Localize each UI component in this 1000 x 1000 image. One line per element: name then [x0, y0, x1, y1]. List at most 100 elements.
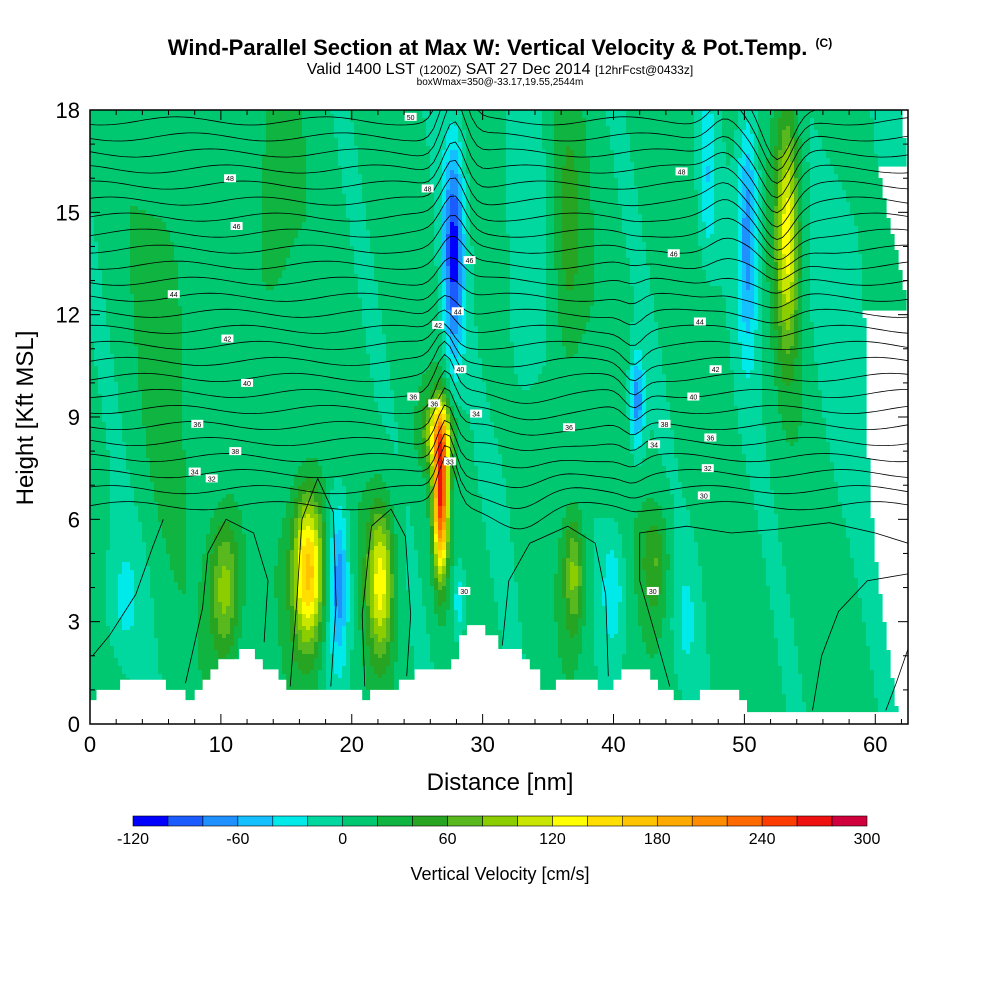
- field-cell: [754, 178, 759, 183]
- field-cell: [626, 570, 635, 575]
- field-cell: [790, 346, 799, 351]
- field-cell: [146, 430, 183, 435]
- field-cell: [394, 554, 399, 559]
- field-cell: [638, 598, 651, 603]
- field-cell: [394, 442, 399, 447]
- field-cell: [642, 426, 671, 431]
- field-cell: [642, 382, 647, 387]
- field-cell: [634, 170, 695, 175]
- field-cell: [466, 158, 507, 163]
- field-cell: [650, 282, 711, 287]
- field-cell: [466, 326, 479, 331]
- field-cell: [742, 178, 755, 183]
- field-cell: [186, 506, 219, 511]
- field-cell: [466, 194, 471, 199]
- field-cell: [594, 258, 631, 263]
- field-cell: [794, 138, 799, 143]
- field-cell: [582, 590, 587, 595]
- field-cell: [222, 522, 231, 527]
- field-cell: [862, 254, 899, 259]
- field-cell: [442, 574, 447, 579]
- field-cell: [438, 562, 443, 567]
- field-cell: [386, 582, 391, 587]
- field-cell: [294, 558, 299, 563]
- field-cell: [510, 286, 547, 291]
- field-cell: [698, 214, 703, 219]
- field-cell: [710, 282, 739, 287]
- field-cell: [850, 538, 875, 543]
- field-cell: [786, 206, 791, 211]
- field-cell: [582, 594, 587, 599]
- field-cell: [318, 574, 323, 579]
- field-cell: [90, 438, 107, 443]
- field-cell: [330, 514, 335, 519]
- field-cell: [638, 194, 699, 199]
- field-cell: [206, 534, 215, 539]
- field-cell: [714, 190, 739, 195]
- field-cell: [770, 342, 779, 347]
- field-cell: [454, 506, 483, 511]
- field-cell: [858, 250, 899, 255]
- field-cell: [450, 326, 459, 331]
- field-cell: [470, 230, 507, 235]
- field-cell: [802, 270, 811, 275]
- field-cell: [786, 570, 855, 575]
- field-cell: [454, 442, 459, 447]
- field-cell: [862, 266, 899, 271]
- field-cell: [446, 390, 451, 395]
- field-cell: [510, 278, 547, 283]
- field-cell: [782, 166, 795, 171]
- field-cell: [546, 294, 559, 299]
- field-cell: [590, 318, 635, 323]
- field-cell: [714, 114, 723, 119]
- field-cell: [758, 174, 763, 179]
- field-cell: [746, 322, 751, 327]
- field-cell: [446, 422, 451, 427]
- field-cell: [322, 470, 423, 475]
- field-cell: [614, 174, 635, 179]
- field-cell: [374, 378, 391, 383]
- field-cell: [134, 326, 183, 331]
- field-cell: [634, 522, 667, 527]
- field-cell: [394, 558, 399, 563]
- field-cell: [262, 202, 307, 207]
- field-cell: [90, 434, 107, 439]
- field-cell: [766, 270, 775, 275]
- field-cell: [802, 358, 815, 363]
- field-cell: [726, 154, 735, 159]
- field-cell: [294, 482, 303, 487]
- field-cell: [630, 270, 651, 275]
- field-cell: [138, 354, 183, 359]
- field-cell: [742, 310, 755, 315]
- field-cell: [782, 182, 791, 187]
- field-cell: [642, 222, 699, 227]
- field-cell: [658, 450, 675, 455]
- field-cell: [182, 358, 371, 363]
- field-cell: [562, 226, 579, 231]
- field-cell: [590, 162, 615, 167]
- field-cell: [762, 194, 767, 199]
- field-cell: [298, 466, 323, 471]
- field-cell: [286, 510, 295, 515]
- field-cell: [354, 250, 371, 255]
- field-cell: [330, 526, 335, 531]
- field-cell: [334, 558, 339, 563]
- field-cell: [306, 526, 311, 531]
- field-cell: [454, 494, 483, 499]
- field-cell: [446, 534, 451, 539]
- field-cell: [266, 150, 307, 155]
- field-cell: [414, 530, 431, 535]
- field-cell: [842, 186, 883, 191]
- field-cell: [766, 562, 783, 567]
- field-cell: [630, 446, 635, 451]
- field-cell: [442, 310, 447, 315]
- field-cell: [622, 214, 643, 219]
- field-cell: [214, 578, 219, 583]
- field-cell: [182, 382, 375, 387]
- field-cell: [374, 546, 387, 551]
- field-cell: [450, 514, 455, 519]
- field-cell: [122, 562, 131, 567]
- field-cell: [850, 202, 887, 207]
- field-cell: [782, 262, 787, 267]
- field-cell: [358, 510, 371, 515]
